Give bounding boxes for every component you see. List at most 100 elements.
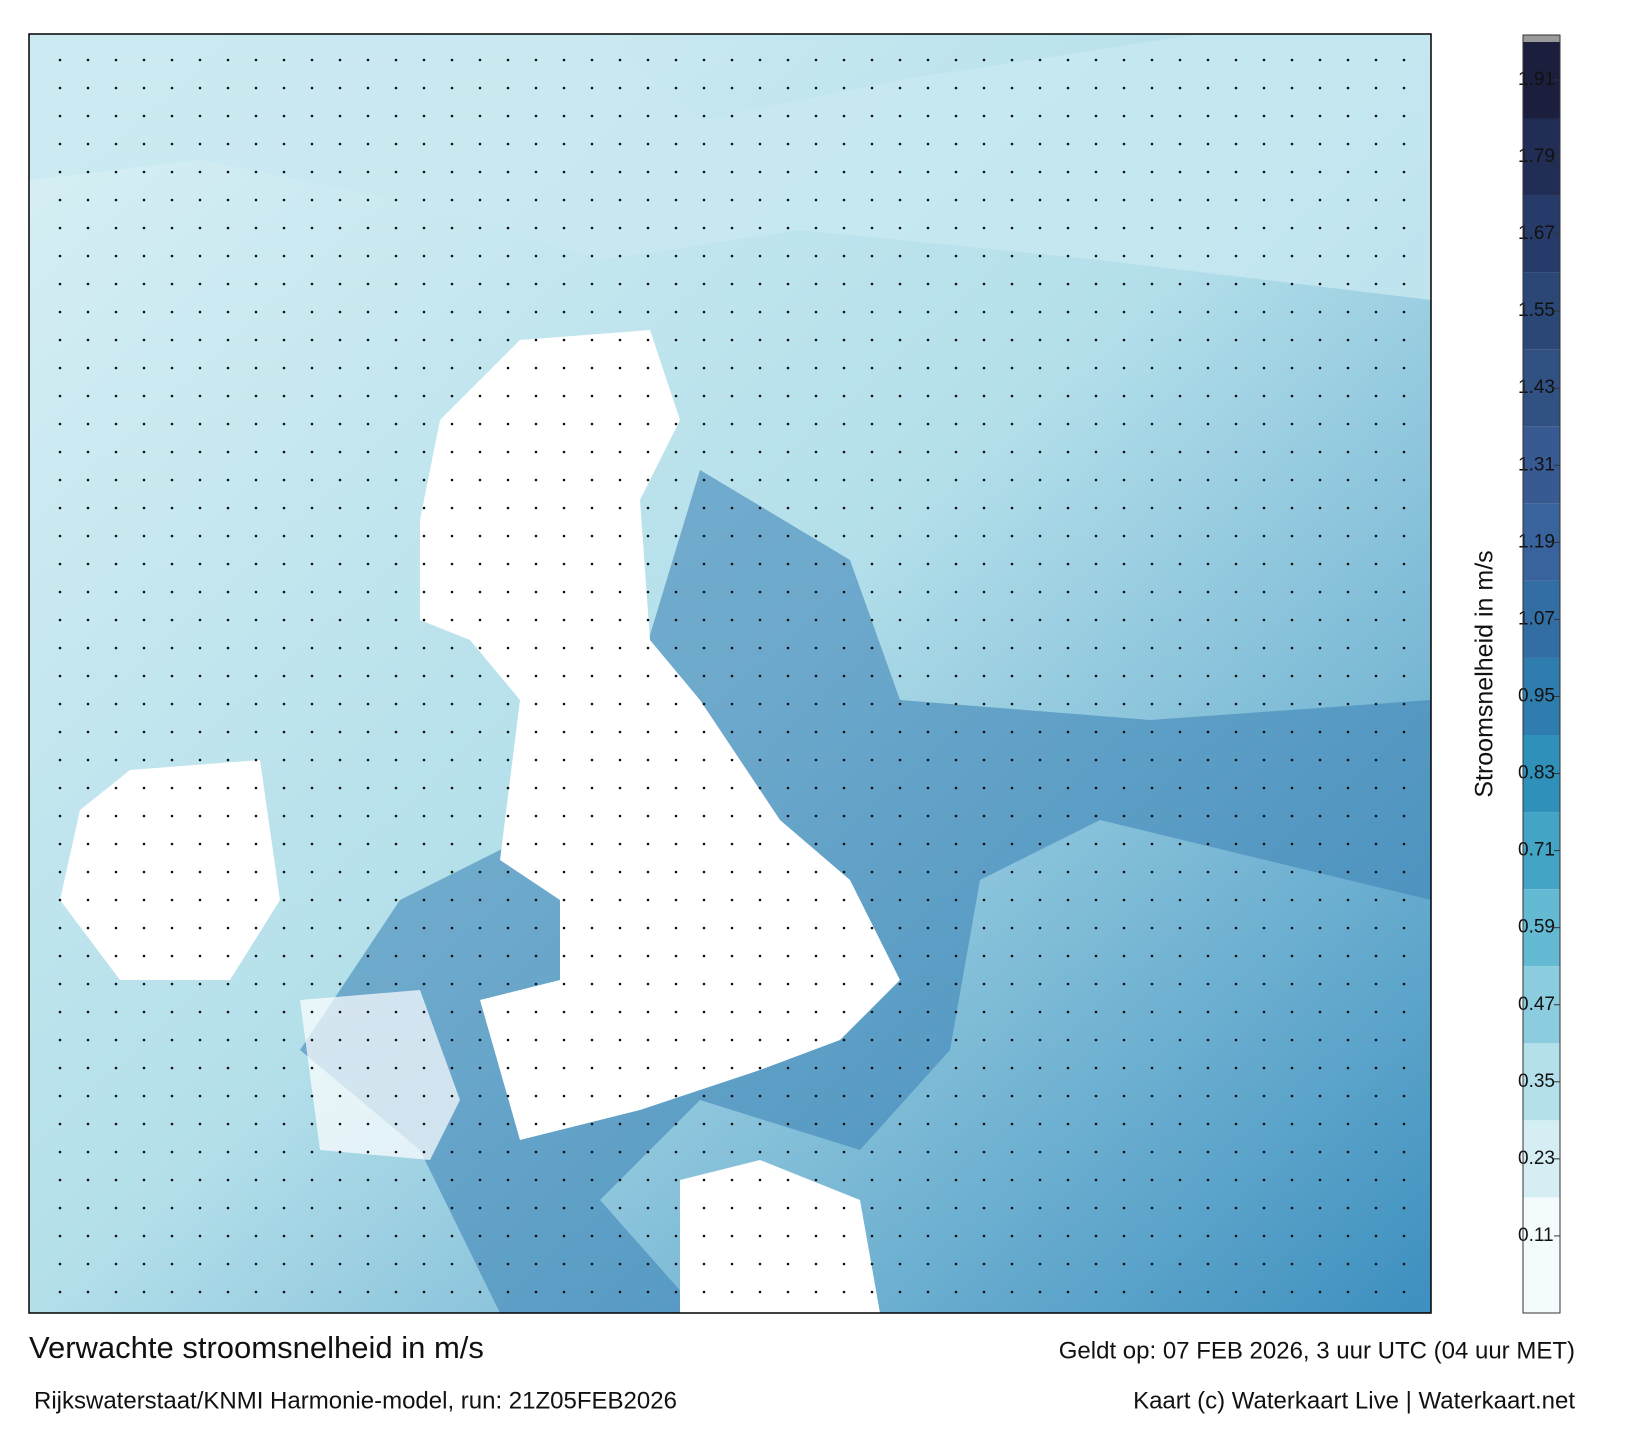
vector-dot (310, 1122, 314, 1126)
vector-dot (926, 450, 930, 454)
vector-dot (814, 1010, 818, 1014)
vector-dot (86, 422, 90, 426)
vector-dot (1402, 534, 1406, 538)
vector-dot (254, 730, 258, 734)
vector-dot (758, 366, 762, 370)
vector-dot (58, 1122, 62, 1126)
vector-dot (1402, 1206, 1406, 1210)
vector-dot (478, 114, 482, 118)
vector-dot (1038, 1234, 1042, 1238)
colorbar-tick-label: 0.11 (1518, 1225, 1554, 1246)
vector-dot (1318, 310, 1322, 314)
colorbar-band (1523, 1120, 1560, 1198)
vector-dot (422, 1290, 426, 1294)
vector-dot (1066, 478, 1070, 482)
vector-dot (506, 1094, 510, 1098)
vector-dot (814, 898, 818, 902)
vector-dot (282, 1010, 286, 1014)
vector-dot (842, 758, 846, 762)
vector-dot (86, 1094, 90, 1098)
vector-dot (1262, 1178, 1266, 1182)
vector-dot (310, 590, 314, 594)
vector-dot (786, 814, 790, 818)
vector-dot (114, 1122, 118, 1126)
vector-dot (338, 226, 342, 230)
vector-dot (170, 618, 174, 622)
vector-dot (1374, 338, 1378, 342)
vector-dot (926, 1290, 930, 1294)
vector-dot (646, 366, 650, 370)
vector-dot (506, 786, 510, 790)
vector-dot (1290, 814, 1294, 818)
vector-dot (842, 1290, 846, 1294)
vector-dot (86, 814, 90, 818)
vector-dot (1178, 478, 1182, 482)
vector-dot (534, 254, 538, 258)
vector-dot (1206, 674, 1210, 678)
vector-dot (590, 702, 594, 706)
vector-dot (786, 198, 790, 202)
vector-dot (366, 730, 370, 734)
vector-dot (1262, 450, 1266, 454)
vector-dot (702, 1094, 706, 1098)
vector-dot (338, 1038, 342, 1042)
vector-dot (1178, 1206, 1182, 1210)
vector-dot (1206, 478, 1210, 482)
vector-dot (1346, 814, 1350, 818)
vector-dot (1122, 758, 1126, 762)
vector-dot (422, 1066, 426, 1070)
vector-dot (1038, 618, 1042, 622)
vector-dot (1346, 282, 1350, 286)
vector-dot (982, 142, 986, 146)
vector-dot (282, 1206, 286, 1210)
vector-dot (618, 1234, 622, 1238)
vector-dot (1318, 226, 1322, 230)
colorbar-extend (1523, 35, 1560, 42)
vector-dot (534, 1122, 538, 1126)
vector-dot (898, 982, 902, 986)
vector-dot (422, 870, 426, 874)
vector-dot (170, 282, 174, 286)
vector-dot (478, 1066, 482, 1070)
vector-dot (1010, 1010, 1014, 1014)
vector-dot (1206, 1066, 1210, 1070)
vector-dot (1066, 674, 1070, 678)
vector-dot (1150, 786, 1154, 790)
vector-dot (1402, 954, 1406, 958)
vector-dot (254, 394, 258, 398)
vector-dot (926, 618, 930, 622)
vector-dot (786, 534, 790, 538)
vector-dot (226, 898, 230, 902)
vector-dot (142, 562, 146, 566)
vector-dot (1010, 814, 1014, 818)
vector-dot (1262, 702, 1266, 706)
vector-dot (1122, 450, 1126, 454)
vector-dot (226, 1094, 230, 1098)
vector-dot (142, 198, 146, 202)
vector-dot (1346, 86, 1350, 90)
vector-dot (954, 114, 958, 118)
vector-dot (618, 506, 622, 510)
vector-dot (1346, 954, 1350, 958)
vector-dot (702, 1150, 706, 1154)
vector-dot (702, 450, 706, 454)
vector-dot (170, 226, 174, 230)
vector-dot (1402, 926, 1406, 930)
vector-dot (1150, 114, 1154, 118)
vector-dot (142, 1206, 146, 1210)
vector-dot (422, 338, 426, 342)
vector-dot (338, 338, 342, 342)
vector-dot (1150, 338, 1154, 342)
vector-dot (562, 506, 566, 510)
vector-dot (1122, 422, 1126, 426)
vector-dot (1318, 590, 1322, 594)
map (29, 34, 1431, 1313)
vector-dot (898, 870, 902, 874)
vector-dot (590, 422, 594, 426)
vector-dot (506, 226, 510, 230)
vector-dot (338, 1290, 342, 1294)
vector-dot (1122, 702, 1126, 706)
vector-dot (1402, 982, 1406, 986)
vector-dot (1150, 1010, 1154, 1014)
vector-dot (366, 282, 370, 286)
